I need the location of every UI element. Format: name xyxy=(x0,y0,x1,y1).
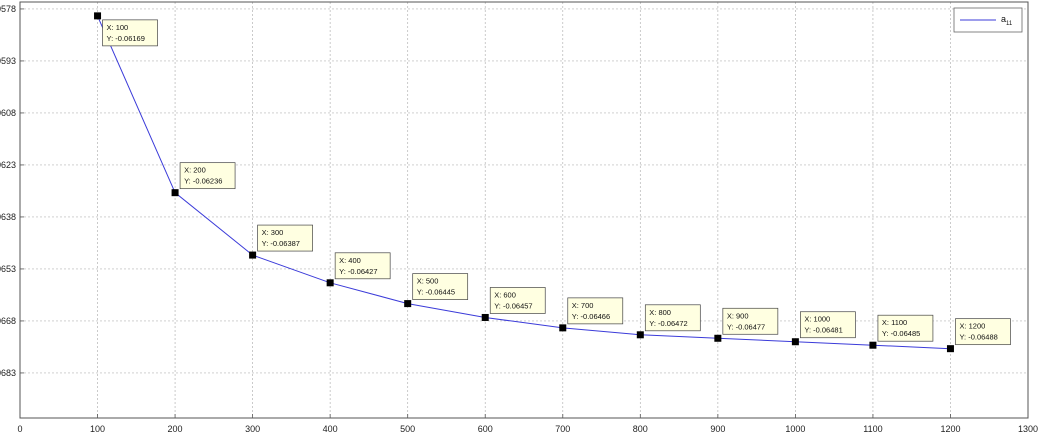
datatip[interactable]: X: 100 Y: -0.06169 xyxy=(102,19,158,47)
data-point[interactable] xyxy=(171,189,179,197)
data-point[interactable] xyxy=(249,251,257,259)
datatip-box xyxy=(412,273,469,300)
data-point[interactable] xyxy=(714,334,722,342)
datatip[interactable]: X: 400 Y: -0.06427 xyxy=(334,252,391,280)
datatip-x: X: 800 xyxy=(649,308,671,317)
datatip-x: X: 600 xyxy=(494,290,516,299)
datatip-y: Y: -0.06466 xyxy=(572,312,610,321)
datatip-x: X: 400 xyxy=(339,256,361,265)
datatip-y: Y: -0.06169 xyxy=(107,34,145,43)
x-tick-label: 200 xyxy=(168,424,183,434)
y-tick-label: -0.0683 xyxy=(0,368,16,378)
datatip-y: Y: -0.06387 xyxy=(262,239,300,248)
datatip-y: Y: -0.06445 xyxy=(417,288,455,297)
y-tick-label: -0.0668 xyxy=(0,316,16,326)
datatip[interactable]: X: 900 Y: -0.06477 xyxy=(722,307,779,335)
x-tick-label: 800 xyxy=(633,424,648,434)
axis-ticks: 0 100 200 300 400 500 600 700 800 900 1000 1100 1200… xyxy=(0,4,1038,434)
y-tick-label: -0.0623 xyxy=(0,160,16,170)
datatip-y: Y: -0.06236 xyxy=(184,177,222,186)
datatip-x: X: 300 xyxy=(262,228,284,237)
datatip-box xyxy=(567,297,624,325)
datatip-box xyxy=(955,318,1011,346)
datatip-x: X: 500 xyxy=(417,277,439,286)
data-point[interactable] xyxy=(404,300,412,308)
datatip-x: X: 200 xyxy=(184,166,206,175)
datatip[interactable]: X: 1200 Y: -0.06488 xyxy=(955,318,1011,346)
x-tick-label: 1100 xyxy=(863,424,882,434)
data-point[interactable] xyxy=(636,331,644,339)
datatip-y: Y: -0.06457 xyxy=(494,301,532,310)
data-point[interactable] xyxy=(559,324,567,332)
data-point[interactable] xyxy=(94,12,102,20)
plot-area xyxy=(20,2,1028,418)
datatip-y: Y: -0.06427 xyxy=(339,267,377,276)
datatip-x: X: 1100 xyxy=(882,318,907,327)
datatip-box xyxy=(257,224,313,252)
y-tick-label: -0.0608 xyxy=(0,108,16,118)
datatip-x: X: 1000 xyxy=(804,315,830,324)
series-line-a11 xyxy=(97,15,951,350)
y-tick-label: -0.0638 xyxy=(0,212,16,222)
datatip[interactable]: X: 800 Y: -0.06472 xyxy=(644,304,701,332)
datatip[interactable]: X: 200 Y: -0.06236 xyxy=(179,162,236,190)
data-point[interactable] xyxy=(481,313,489,321)
data-point[interactable] xyxy=(946,345,954,353)
datatip-box xyxy=(722,307,779,335)
legend-label-a11: a11 xyxy=(1001,14,1013,27)
data-point[interactable] xyxy=(326,279,334,287)
x-tick-label: 1000 xyxy=(785,424,805,434)
datatip-x: X: 1200 xyxy=(959,322,985,331)
datatip[interactable]: X: 300 Y: -0.06387 xyxy=(257,224,313,252)
datatips-group: X: 100 Y: -0.06169 X: 200 Y: -0.06236 X: 300… xyxy=(102,19,1011,346)
series-group xyxy=(94,12,954,353)
datatip[interactable]: X: 700 Y: -0.06466 xyxy=(567,297,624,325)
grid xyxy=(20,2,1028,418)
x-tick-label: 400 xyxy=(323,424,338,434)
x-tick-label: 900 xyxy=(710,424,725,434)
datatip[interactable]: X: 500 Y: -0.06445 xyxy=(412,273,469,300)
x-tick-label: 300 xyxy=(245,424,260,434)
legend: a11 xyxy=(953,7,1023,33)
datatip-y: Y: -0.06488 xyxy=(959,333,997,342)
datatip[interactable]: X: 600 Y: -0.06457 xyxy=(489,287,546,314)
datatip-y: Y: -0.06472 xyxy=(649,319,687,328)
datatip-y: Y: -0.06477 xyxy=(727,322,765,331)
datatip[interactable]: X: 1100 Y: -0.06485 xyxy=(877,314,934,342)
datatip-y: Y: -0.06485 xyxy=(882,329,920,338)
datatip-box xyxy=(179,162,236,190)
datatip-box xyxy=(489,287,546,314)
data-point[interactable] xyxy=(869,341,877,349)
y-tick-label: -0.0593 xyxy=(0,56,16,66)
datatip-x: X: 900 xyxy=(727,311,749,320)
legend-label-sub: 11 xyxy=(1006,21,1013,27)
plot-frame xyxy=(19,1,1029,419)
datatip-x: X: 100 xyxy=(107,23,129,32)
x-tick-label: 700 xyxy=(555,424,570,434)
datatip-y: Y: -0.06481 xyxy=(804,326,842,335)
x-tick-label: 100 xyxy=(90,424,105,434)
datatip-box xyxy=(644,304,701,332)
x-tick-label: 600 xyxy=(478,424,493,434)
x-tick-label: 1200 xyxy=(940,424,960,434)
datatip-box xyxy=(334,252,391,280)
data-point[interactable] xyxy=(791,338,799,346)
datatip-x: X: 700 xyxy=(572,301,594,310)
datatip-box xyxy=(877,314,934,342)
datatip-box xyxy=(102,19,158,47)
x-tick-label: 500 xyxy=(400,424,415,434)
x-tick-label: 1300 xyxy=(1018,424,1038,434)
x-tick-label: 0 xyxy=(17,424,22,434)
legend-label-main: a xyxy=(1001,14,1006,24)
datatip-box xyxy=(800,311,856,339)
datatip[interactable]: X: 1000 Y: -0.06481 xyxy=(800,311,856,339)
y-tick-label: -0.0653 xyxy=(0,264,16,274)
